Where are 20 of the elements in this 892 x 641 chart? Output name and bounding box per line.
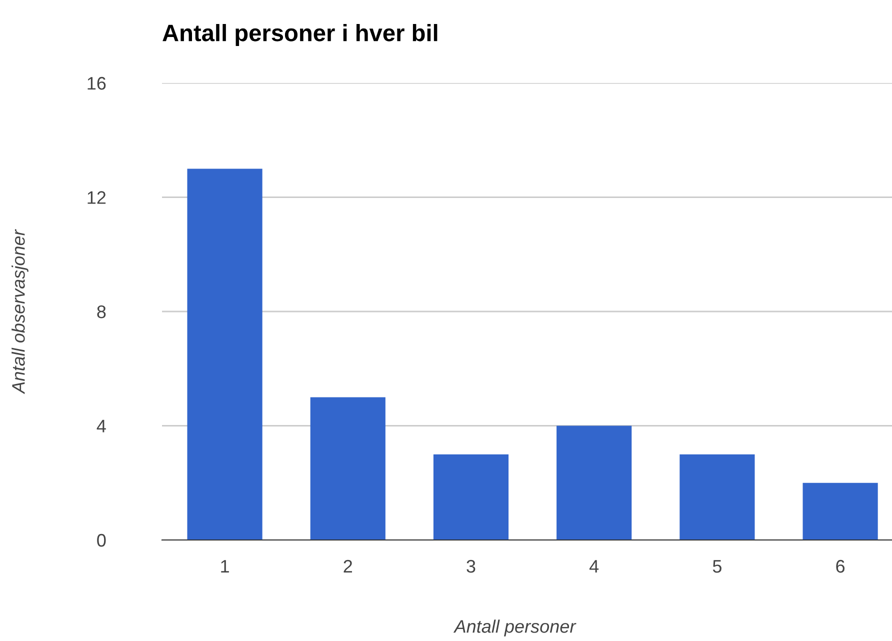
- bar: [556, 426, 632, 540]
- y-tick-label: 0: [97, 534, 106, 547]
- bar: [187, 168, 262, 540]
- y-tick-label: 8: [97, 305, 106, 318]
- chart-title: Antall personer i hver bil: [162, 24, 438, 46]
- y-axis-title: Antall observasjoner: [12, 229, 28, 394]
- x-axis-title: Antall personer: [453, 620, 576, 636]
- x-tick-label: 3: [466, 560, 476, 573]
- x-tick-label: 5: [712, 560, 722, 573]
- x-tick-label: 1: [221, 560, 229, 573]
- y-tick-label: 4: [96, 420, 106, 432]
- x-tick-label: 4: [589, 560, 599, 573]
- y-tick-label: 12: [88, 191, 106, 204]
- bar: [433, 454, 509, 540]
- bar: [680, 454, 755, 540]
- x-tick-label: 6: [836, 560, 845, 573]
- x-tick-label: 2: [344, 560, 352, 573]
- y-tick-label: 16: [88, 76, 106, 90]
- bar: [802, 482, 878, 540]
- bar: [310, 397, 386, 540]
